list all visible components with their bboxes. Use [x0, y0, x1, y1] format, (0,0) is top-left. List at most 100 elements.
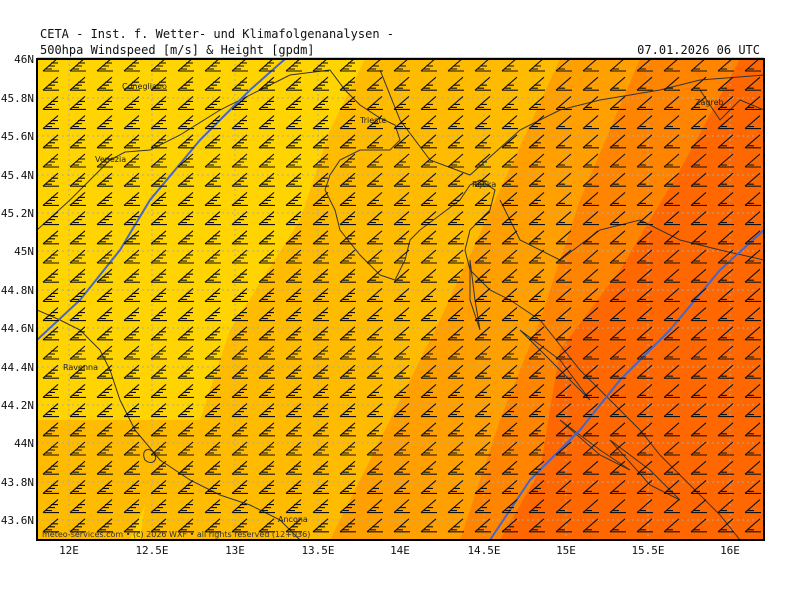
wind-barb [204, 364, 221, 379]
wind-barb [690, 268, 707, 283]
wind-barb [339, 422, 356, 437]
wind-barb [420, 383, 437, 398]
wind-barb [366, 95, 383, 110]
wind-barb [663, 460, 680, 475]
wind-barb [744, 191, 761, 206]
wind-barb [312, 211, 329, 226]
wind-barb [744, 326, 761, 341]
wind-barb [150, 191, 167, 206]
wind-barb [123, 326, 140, 341]
wind-barb [447, 441, 464, 456]
wind-barb [312, 518, 329, 533]
wind-barb [339, 59, 356, 72]
wind-barb [204, 76, 221, 91]
wind-barb [582, 268, 599, 283]
wind-barb [528, 172, 545, 187]
wind-barb [366, 59, 383, 72]
wind-barb [609, 287, 626, 302]
wind-barb [177, 249, 194, 264]
wind-barb [744, 249, 761, 264]
wind-barb [339, 364, 356, 379]
wind-barb [501, 153, 518, 168]
lon-tick-label: 15E [556, 544, 576, 557]
wind-barb [690, 422, 707, 437]
wind-barb [582, 153, 599, 168]
wind-barb [663, 499, 680, 514]
wind-barb [663, 326, 680, 341]
wind-barb [474, 364, 491, 379]
wind-barb [150, 479, 167, 494]
wind-barb [474, 326, 491, 341]
wind-barb [285, 499, 302, 514]
wind-barb [447, 134, 464, 149]
wind-barb [123, 191, 140, 206]
wind-barb [420, 345, 437, 360]
wind-barb [717, 95, 734, 110]
wind-barb [636, 172, 653, 187]
wind-barb [744, 76, 761, 91]
wind-barb [339, 307, 356, 322]
wind-barb [582, 326, 599, 341]
wind-barb [393, 76, 410, 91]
wind-barb [501, 95, 518, 110]
wind-barb [420, 499, 437, 514]
wind-barb [744, 441, 761, 456]
wind-barb [285, 191, 302, 206]
wind-barb [447, 76, 464, 91]
wind-barb [366, 230, 383, 245]
wind-barb [69, 479, 86, 494]
wind-barb [555, 95, 572, 110]
wind-barb [258, 268, 275, 283]
wind-barb [339, 441, 356, 456]
wind-barb [69, 268, 86, 283]
wind-barb [609, 307, 626, 322]
wind-barb [636, 441, 653, 456]
wind-barb [717, 211, 734, 226]
wind-barb [717, 76, 734, 91]
speed-band-2b [37, 420, 160, 540]
wind-barb [744, 383, 761, 398]
wind-barb [231, 268, 248, 283]
wind-barb [42, 326, 59, 341]
wind-barb [420, 460, 437, 475]
wind-barb [690, 134, 707, 149]
wind-barb [42, 345, 59, 360]
wind-barb [339, 287, 356, 302]
wind-barb [690, 153, 707, 168]
wind-barb [258, 287, 275, 302]
wind-barb [555, 460, 572, 475]
wind-barbs [42, 59, 761, 533]
wind-barb [123, 307, 140, 322]
wind-barb [366, 345, 383, 360]
wind-barb [96, 364, 113, 379]
wind-barb [420, 307, 437, 322]
wind-barb [582, 518, 599, 533]
wind-barb [609, 153, 626, 168]
wind-barb [366, 326, 383, 341]
wind-barb [285, 59, 302, 72]
wind-barb [447, 403, 464, 418]
wind-barb [474, 249, 491, 264]
wind-barb [96, 518, 113, 533]
wind-barb [636, 345, 653, 360]
wind-barb [555, 383, 572, 398]
wind-barb [474, 441, 491, 456]
wind-barb [339, 230, 356, 245]
wind-barb [123, 153, 140, 168]
wind-barb [636, 364, 653, 379]
wind-barb [150, 249, 167, 264]
wind-barb [285, 460, 302, 475]
wind-barb [744, 95, 761, 110]
wind-barb [177, 518, 194, 533]
wind-barb [231, 211, 248, 226]
wind-barb [204, 479, 221, 494]
wind-barb [690, 172, 707, 187]
wind-barb [123, 383, 140, 398]
lat-tick-label: 45.2N [1, 207, 34, 220]
wind-barb [609, 499, 626, 514]
wind-barb [636, 422, 653, 437]
wind-barb [150, 153, 167, 168]
wind-barb [69, 326, 86, 341]
wind-barb [609, 172, 626, 187]
wind-barb [123, 211, 140, 226]
